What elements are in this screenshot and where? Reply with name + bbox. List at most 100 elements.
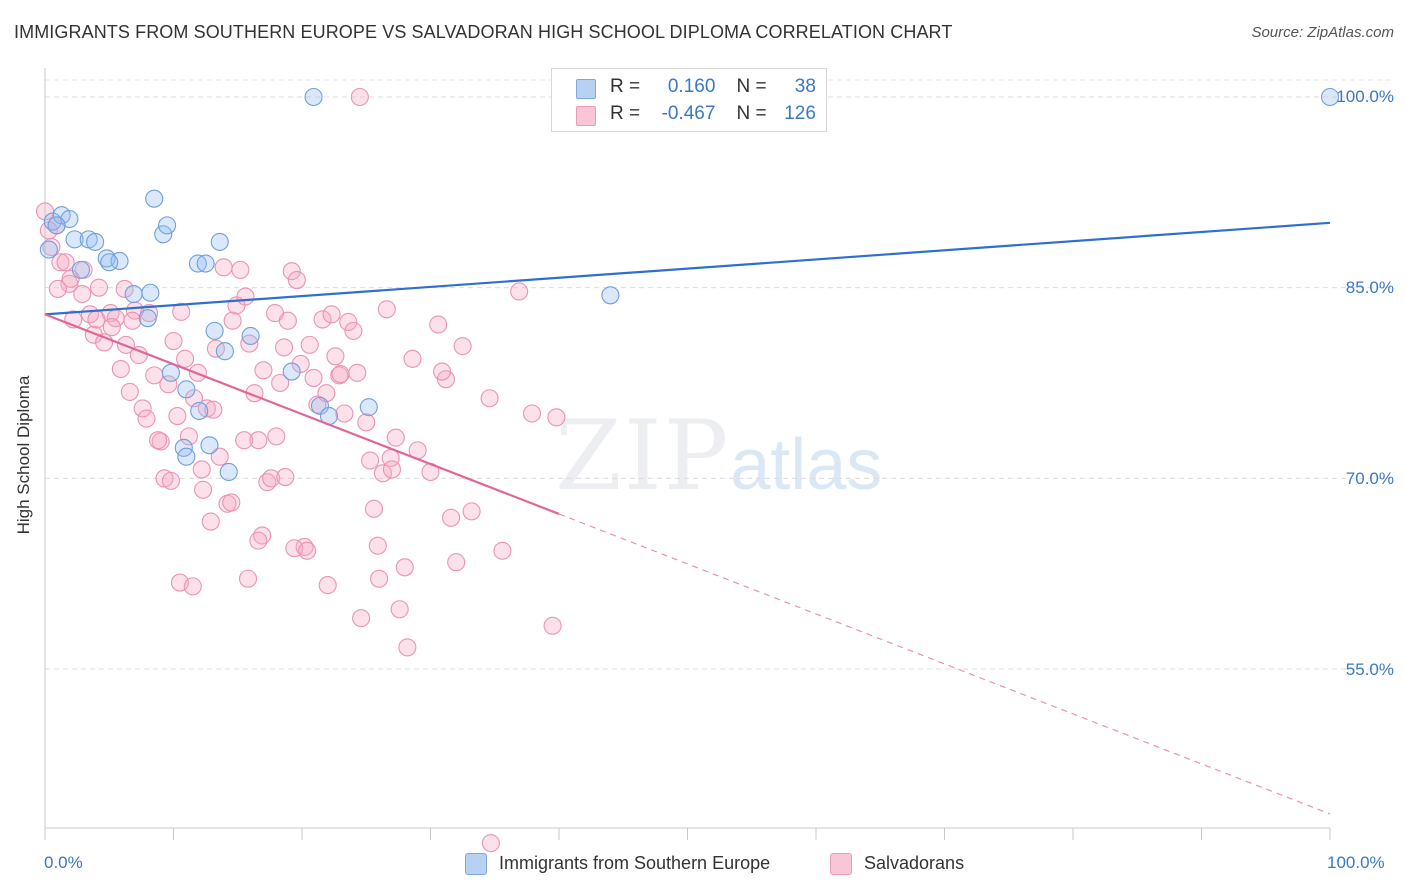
data-point-southern-europe [86, 232, 105, 251]
data-point-southern-europe [215, 342, 234, 361]
data-point-salvadoran [304, 368, 323, 387]
data-point-southern-europe [601, 286, 620, 305]
data-point-salvadoran [240, 334, 259, 353]
data-point-salvadoran [133, 399, 152, 418]
data-point-salvadoran [348, 363, 367, 382]
y-tick-label-85: 85.0% [1345, 278, 1394, 297]
data-point-salvadoran [102, 318, 121, 337]
data-point-salvadoran [89, 278, 109, 297]
data-point-salvadoran [223, 311, 242, 330]
y-tick-label-70: 70.0% [1345, 469, 1394, 488]
data-point-southern-europe [47, 216, 66, 235]
source-label: Source: ZipAtlas.com [1251, 24, 1394, 41]
data-point-southern-europe [304, 87, 323, 107]
legend-n-label: N = [736, 76, 767, 97]
data-point-salvadoran [403, 349, 422, 368]
trend-line-salvadoran-extension [558, 513, 1331, 815]
trend-line-southern-europe [44, 221, 1331, 316]
data-point-salvadoran [84, 325, 103, 344]
watermark: ZIPatlas [555, 400, 882, 512]
data-point-salvadoran [386, 428, 405, 447]
data-point-southern-europe [188, 254, 207, 273]
data-point-salvadoran [493, 541, 512, 560]
legend-n-value-blue: 38 [794, 76, 816, 97]
data-point-salvadoran [201, 512, 220, 531]
data-point-southern-europe [100, 253, 119, 272]
data-point-southern-europe [39, 240, 58, 259]
data-point-salvadoran [543, 616, 562, 635]
data-point-southern-europe [359, 398, 378, 417]
data-point-salvadoran [249, 431, 268, 450]
data-point-salvadoran [271, 373, 290, 393]
data-point-salvadoran [192, 460, 211, 479]
data-point-salvadoran [210, 447, 229, 466]
data-point-salvadoran [282, 262, 301, 281]
legend: R = 0.160 N = 38 R = -0.467 N = 126 [551, 68, 827, 132]
data-point-salvadoran [398, 638, 417, 657]
legend-r-label: R = [610, 103, 641, 124]
data-point-salvadoran [510, 282, 529, 301]
data-point-salvadoran [368, 536, 387, 555]
data-point-salvadoran [364, 499, 384, 518]
trend-lines [44, 221, 1331, 815]
data-point-salvadoran [204, 400, 223, 419]
data-point-southern-europe [161, 363, 180, 382]
bottom-legend: Immigrants from Southern Europe Salvador… [0, 852, 1406, 878]
data-point-salvadoran [231, 260, 250, 279]
data-point-salvadoran [326, 347, 345, 366]
data-point-salvadoran [87, 310, 106, 329]
data-point-salvadoran [149, 431, 168, 450]
legend-n-value-pink: 126 [784, 103, 816, 124]
data-point-salvadoran [161, 471, 180, 490]
watermark-atlas: atlas [730, 425, 883, 505]
data-point-southern-europe [65, 230, 84, 249]
trend-line-salvadoran [44, 313, 560, 515]
data-point-southern-europe [310, 396, 330, 415]
data-point-salvadoran [335, 404, 354, 423]
data-point-salvadoran [73, 284, 92, 304]
data-point-salvadoran [222, 493, 241, 512]
data-point-southern-europe [177, 380, 196, 399]
data-point-southern-europe [71, 260, 91, 279]
legend-r-label: R = [610, 76, 641, 97]
data-point-salvadoran [48, 279, 67, 298]
data-point-southern-europe [1320, 87, 1340, 107]
data-point-salvadoran [249, 531, 268, 550]
data-point-southern-europe [282, 362, 301, 381]
data-points [35, 87, 1340, 853]
data-point-salvadoran [339, 312, 358, 332]
data-point-salvadoran [352, 609, 371, 628]
data-point-southern-europe [196, 254, 215, 273]
data-point-salvadoran [194, 480, 213, 499]
data-point-salvadoran [462, 502, 481, 521]
data-point-salvadoran [267, 427, 286, 446]
legend-swatch-blue [576, 79, 596, 99]
chart-title: IMMIGRANTS FROM SOUTHERN EUROPE VS SALVA… [14, 22, 953, 42]
data-point-salvadoran [300, 335, 319, 354]
data-point-southern-europe [124, 284, 143, 304]
data-point-salvadoran [164, 332, 183, 351]
data-point-salvadoran [238, 569, 258, 588]
data-point-salvadoran [447, 553, 466, 572]
data-point-salvadoran [274, 338, 294, 357]
data-point-salvadoran [172, 302, 191, 321]
data-point-salvadoran [262, 469, 281, 488]
data-point-salvadoran [382, 460, 402, 479]
data-point-southern-europe [241, 326, 260, 346]
data-point-salvadoran [377, 300, 396, 319]
y-axis-label: High School Diploma [14, 375, 33, 535]
data-point-salvadoran [395, 558, 414, 577]
legend-r-value-pink: -0.467 [661, 103, 716, 124]
data-point-salvadoran [276, 468, 295, 487]
legend-n-label: N = [736, 103, 767, 124]
data-point-salvadoran [56, 253, 75, 272]
legend-r-value-blue: 0.160 [667, 76, 716, 97]
bottom-legend-swatch-blue [465, 853, 487, 875]
data-point-salvadoran [547, 408, 566, 427]
data-point-salvadoran [61, 269, 80, 288]
data-point-salvadoran [183, 577, 202, 596]
data-point-salvadoran [481, 834, 500, 853]
data-point-southern-europe [138, 309, 157, 328]
data-point-salvadoran [159, 375, 178, 394]
